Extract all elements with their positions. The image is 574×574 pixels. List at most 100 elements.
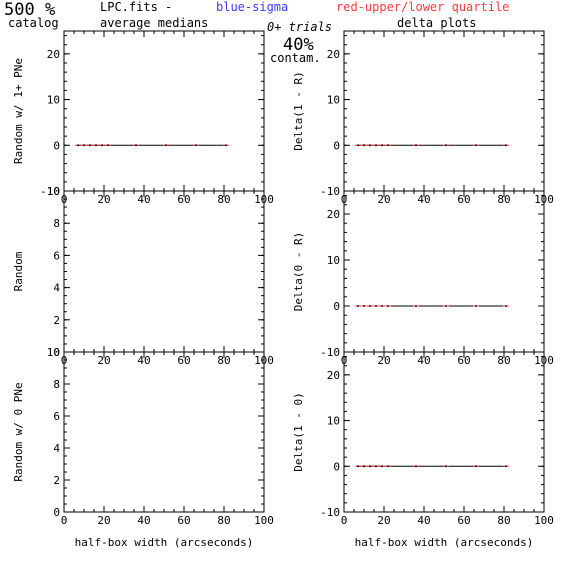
- data-point: [375, 465, 377, 468]
- y-tick-label: 10: [327, 415, 340, 428]
- data-point: [357, 144, 359, 147]
- figure-header: 500 % catalog LPC.fits - average medians…: [4, 0, 509, 65]
- y-tick-label: 0: [53, 506, 60, 519]
- data-point: [363, 465, 365, 468]
- data-point: [357, 305, 359, 307]
- y-tick-label: 2: [53, 314, 60, 327]
- data-point: [77, 144, 79, 147]
- percent-value: 500 %: [4, 0, 55, 20]
- x-tick-label: 20: [97, 354, 110, 367]
- y-tick-label: 10: [47, 94, 60, 107]
- x-tick-label: 80: [217, 354, 230, 367]
- data-point: [95, 144, 97, 147]
- y-tick-label: 6: [53, 410, 60, 423]
- plot-frame: [343, 351, 545, 513]
- data-point: [135, 144, 137, 147]
- data-point: [107, 144, 109, 147]
- x-tick-label: 40: [137, 193, 150, 206]
- y-tick-label: -10: [320, 346, 340, 359]
- data-point: [505, 305, 507, 307]
- data-point: [381, 465, 383, 468]
- x-tick-label: 0: [61, 514, 68, 527]
- plot-panel-5: 0 20 40 60 80 100 0 2 4 6 8 10 Random w/ 0 PNe half-b…: [12, 346, 274, 549]
- y-tick-label: 0: [333, 139, 340, 152]
- y-tick-label: 6: [53, 249, 60, 262]
- contam-value: 40%: [283, 35, 314, 55]
- plot-frame: [63, 351, 265, 513]
- x-tick-label: 60: [177, 193, 190, 206]
- x-tick-label: 40: [417, 514, 430, 527]
- y-tick-label: 10: [327, 94, 340, 107]
- catalog-label: catalog: [8, 16, 59, 30]
- trials-label: 0+ trials: [267, 20, 332, 34]
- data-point: [415, 144, 417, 147]
- blue-sigma-legend: blue-sigma: [216, 0, 288, 14]
- y-tick-label: 10: [327, 254, 340, 267]
- data-point: [475, 144, 477, 147]
- data-point: [89, 144, 91, 147]
- data-point: [369, 305, 371, 307]
- x-tick-label: 20: [377, 514, 390, 527]
- x-tick-label: 40: [137, 354, 150, 367]
- data-point: [445, 465, 447, 468]
- y-tick-label: 20: [327, 208, 340, 221]
- data-point: [225, 144, 227, 147]
- x-tick-label: 60: [457, 193, 470, 206]
- data-point: [505, 465, 507, 468]
- y-axis-label: Random w/ 1+ PNe: [12, 58, 25, 164]
- x-tick-label: 60: [177, 514, 190, 527]
- y-axis-label: Delta(0 - R): [292, 232, 305, 311]
- y-tick-label: 10: [47, 346, 60, 359]
- y-tick-label: -10: [320, 506, 340, 519]
- data-point: [363, 305, 365, 307]
- data-point: [195, 144, 197, 147]
- data-point: [375, 144, 377, 147]
- data-point: [505, 144, 507, 147]
- y-tick-label: 0: [53, 139, 60, 152]
- y-tick-label: 0: [53, 346, 60, 359]
- y-tick-label: 10: [47, 185, 60, 198]
- y-tick-label: -10: [40, 185, 60, 198]
- data-point: [475, 305, 477, 307]
- y-tick-label: 4: [53, 282, 60, 295]
- x-tick-label: 60: [457, 354, 470, 367]
- data-point: [381, 305, 383, 307]
- y-axis-label: Delta(1 - 0): [292, 392, 305, 471]
- data-point: [415, 305, 417, 307]
- x-tick-label: 20: [377, 354, 390, 367]
- y-tick-label: 0: [333, 460, 340, 473]
- x-tick-label: 20: [97, 193, 110, 206]
- data-point: [363, 144, 365, 147]
- contam-label: contam.: [270, 51, 321, 65]
- x-tick-label: 40: [417, 354, 430, 367]
- x-tick-label: 80: [217, 514, 230, 527]
- x-tick-label: 80: [497, 354, 510, 367]
- data-point: [387, 144, 389, 147]
- data-point: [369, 144, 371, 147]
- x-tick-label: 80: [217, 193, 230, 206]
- x-tick-label: 100: [534, 514, 554, 527]
- x-tick-label: 60: [177, 354, 190, 367]
- x-tick-label: 40: [137, 514, 150, 527]
- y-axis-label: Random w/ 0 PNe: [12, 382, 25, 481]
- delta-plots-label: delta plots: [397, 16, 476, 30]
- data-point: [375, 305, 377, 307]
- y-tick-label: 20: [327, 48, 340, 61]
- data-point: [101, 144, 103, 147]
- x-tick-label: 20: [377, 193, 390, 206]
- plot-frame: [343, 190, 545, 353]
- y-tick-label: 20: [47, 48, 60, 61]
- x-tick-label: 40: [417, 193, 430, 206]
- data-point: [445, 305, 447, 307]
- data-point: [369, 465, 371, 468]
- y-tick-label: 0: [333, 300, 340, 313]
- x-axis-label: half-box width (arcseconds): [355, 536, 534, 549]
- y-tick-label: 20: [327, 369, 340, 382]
- red-quartile-legend: red-upper/lower quartile: [336, 0, 509, 14]
- plot-frame: [63, 190, 265, 353]
